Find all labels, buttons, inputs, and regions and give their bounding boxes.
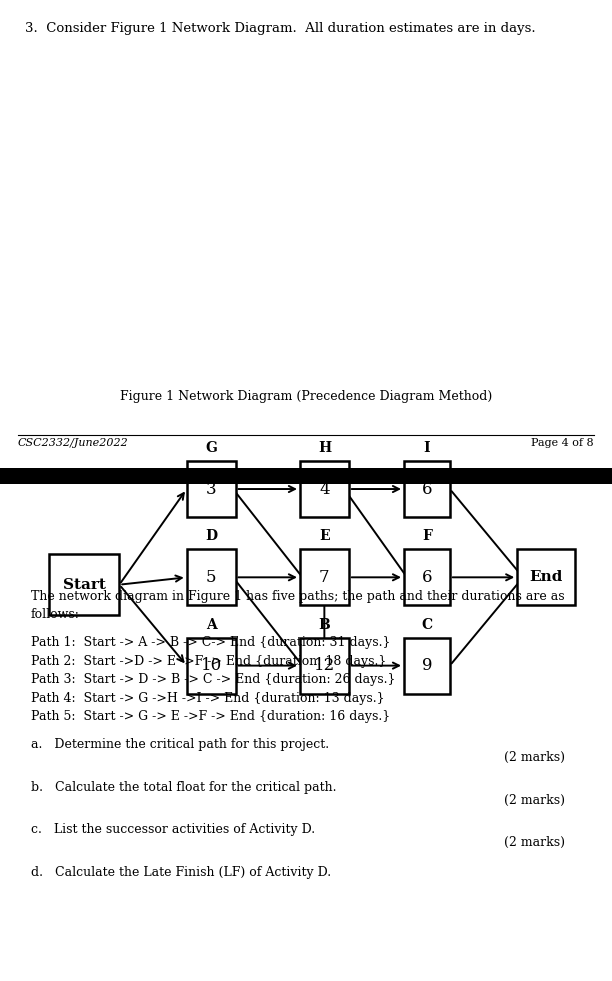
Bar xyxy=(300,461,349,517)
Text: Path 4:  Start -> G ->H ->I -> End {duration: 13 days.}: Path 4: Start -> G ->H ->I -> End {durat… xyxy=(31,692,384,704)
Text: (2 marks): (2 marks) xyxy=(504,836,565,849)
Bar xyxy=(404,549,450,605)
Text: Figure 1 Network Diagram (Precedence Diagram Method): Figure 1 Network Diagram (Precedence Dia… xyxy=(120,390,492,403)
Bar xyxy=(0,468,612,484)
Text: B: B xyxy=(318,618,330,632)
Text: 3.  Consider Figure 1 Network Diagram.  All duration estimates are in days.: 3. Consider Figure 1 Network Diagram. Al… xyxy=(25,22,536,35)
Text: E: E xyxy=(319,530,330,543)
Text: Path 1:  Start -> A -> B -> C-> End {duration: 31 days.}: Path 1: Start -> A -> B -> C-> End {dura… xyxy=(31,637,390,649)
Text: 6: 6 xyxy=(422,481,432,497)
Text: Path 5:  Start -> G -> E ->F -> End {duration: 16 days.}: Path 5: Start -> G -> E ->F -> End {dura… xyxy=(31,710,390,723)
Text: End: End xyxy=(529,570,563,585)
Bar xyxy=(404,461,450,517)
Bar xyxy=(187,549,236,605)
Text: 6: 6 xyxy=(422,569,432,586)
Text: H: H xyxy=(318,441,331,455)
Text: 5: 5 xyxy=(206,569,217,586)
Text: (2 marks): (2 marks) xyxy=(504,750,565,764)
Bar xyxy=(517,549,575,605)
Text: (2 marks): (2 marks) xyxy=(504,794,565,806)
Bar xyxy=(187,461,236,517)
Text: a.   Determine the critical path for this project.: a. Determine the critical path for this … xyxy=(31,738,329,751)
Text: Path 2:  Start ->D -> E ->F -> End {duration: 18 days.}: Path 2: Start ->D -> E ->F -> End {durat… xyxy=(31,654,386,668)
Text: 10: 10 xyxy=(201,657,222,674)
Text: Page 4 of 8: Page 4 of 8 xyxy=(531,438,594,448)
Text: The network diagram in Figure 1 has five paths; the path and their durations are: The network diagram in Figure 1 has five… xyxy=(31,590,564,603)
Text: G: G xyxy=(205,441,217,455)
Text: 3: 3 xyxy=(206,481,217,497)
Text: C: C xyxy=(421,618,433,632)
Text: 4: 4 xyxy=(319,481,330,497)
Text: follows:: follows: xyxy=(31,608,80,622)
Text: D: D xyxy=(205,530,217,543)
Text: b.   Calculate the total float for the critical path.: b. Calculate the total float for the cri… xyxy=(31,781,336,794)
Text: I: I xyxy=(424,441,430,455)
Text: 7: 7 xyxy=(319,569,330,586)
Bar xyxy=(49,554,119,615)
Text: c.   List the successor activities of Activity D.: c. List the successor activities of Acti… xyxy=(31,823,315,836)
Bar xyxy=(187,638,236,694)
Text: Path 3:  Start -> D -> B -> C -> End {duration: 26 days.}: Path 3: Start -> D -> B -> C -> End {dur… xyxy=(31,673,395,687)
Text: A: A xyxy=(206,618,217,632)
Text: Start: Start xyxy=(62,578,106,592)
Bar xyxy=(300,549,349,605)
Bar xyxy=(300,638,349,694)
Text: d.   Calculate the Late Finish (LF) of Activity D.: d. Calculate the Late Finish (LF) of Act… xyxy=(31,865,330,879)
Text: 12: 12 xyxy=(314,657,335,674)
Text: 9: 9 xyxy=(422,657,432,674)
Text: CSC2332/June2022: CSC2332/June2022 xyxy=(18,438,129,448)
Bar xyxy=(404,638,450,694)
Text: F: F xyxy=(422,530,432,543)
